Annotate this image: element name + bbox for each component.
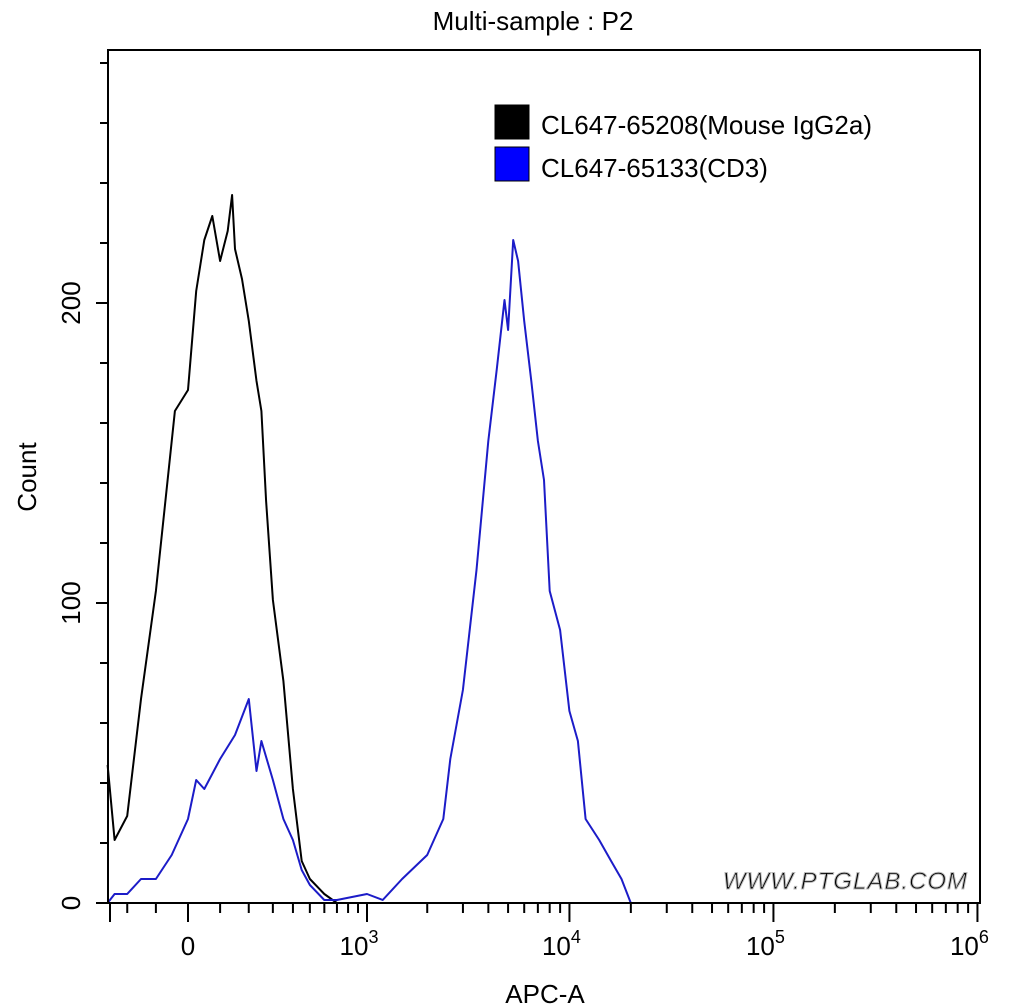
legend-label-cd3: CL647-65133(CD3) <box>541 153 768 183</box>
y-tick-label: 100 <box>56 581 86 624</box>
y-axis-label: Count <box>12 442 42 512</box>
watermark: WWW.PTGLAB.COM <box>723 868 968 895</box>
y-tick-label: 200 <box>56 281 86 324</box>
y-tick-label: 0 <box>56 896 86 910</box>
legend: CL647-65208(Mouse IgG2a) CL647-65133(CD3… <box>494 104 872 183</box>
x-tick-label: 104 <box>542 927 581 961</box>
series-line-cd3 <box>106 239 632 904</box>
legend-label-isotype: CL647-65208(Mouse IgG2a) <box>541 110 872 140</box>
x-tick-label: 103 <box>340 927 379 961</box>
series-line-isotype <box>106 194 367 904</box>
x-tick-label: 0 <box>181 931 195 961</box>
x-axis-label: APC-A <box>505 979 585 1007</box>
axis-layer: 0 100 200 0 103 104 105 106 <box>56 62 989 961</box>
legend-swatch-isotype <box>494 104 530 140</box>
series-layer <box>106 194 632 904</box>
plot-frame <box>107 49 981 904</box>
legend-swatch-cd3 <box>494 146 530 182</box>
x-tick-label: 105 <box>746 927 785 961</box>
chart-title: Multi-sample : P2 <box>433 6 634 36</box>
x-tick-label: 106 <box>950 927 989 961</box>
